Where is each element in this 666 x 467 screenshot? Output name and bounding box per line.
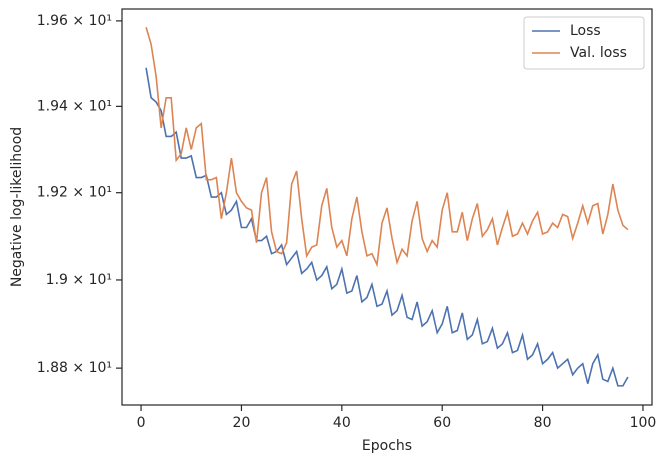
y-tick-label: 1.92 × 10¹ bbox=[37, 185, 112, 201]
legend-label: Loss bbox=[570, 23, 601, 39]
x-tick-label: 60 bbox=[433, 415, 451, 431]
legend-label: Val. loss bbox=[570, 45, 627, 61]
x-tick-label: 80 bbox=[534, 415, 552, 431]
x-tick-label: 40 bbox=[333, 415, 351, 431]
series-line bbox=[145, 27, 629, 268]
x-axis-label: Epochs bbox=[362, 438, 412, 454]
x-tick-label: 100 bbox=[630, 415, 657, 431]
x-tick-label: 20 bbox=[233, 415, 251, 431]
y-tick-label: 1.88 × 10¹ bbox=[37, 360, 112, 376]
y-tick-label: 1.96 × 10¹ bbox=[37, 13, 112, 29]
y-tick-label: 1.9 × 10¹ bbox=[46, 272, 112, 288]
series-line bbox=[145, 67, 629, 387]
plot-frame bbox=[121, 8, 653, 406]
legend: Loss Val. loss bbox=[523, 16, 645, 70]
y-axis-label: Negative log-likelihood bbox=[9, 127, 25, 287]
legend-box bbox=[523, 16, 645, 70]
y-tick-label: 1.94 × 10¹ bbox=[37, 98, 112, 114]
x-tick-label: 0 bbox=[137, 415, 146, 431]
